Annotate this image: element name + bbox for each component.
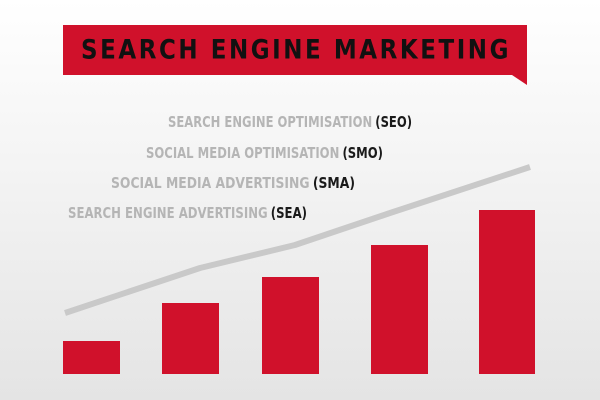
service-name: SOCIAL MEDIA ADVERTISING (111, 174, 310, 192)
service-line: SEARCH ENGINE OPTIMISATION(SEO) (168, 113, 412, 131)
service-abbr: (SMO) (342, 144, 383, 162)
service-name: SEARCH ENGINE OPTIMISATION (168, 113, 372, 131)
title: SEARCH ENGINE MARKETING (81, 35, 511, 66)
bar (371, 245, 428, 374)
title-banner (63, 25, 527, 85)
service-name: SEARCH ENGINE ADVERTISING (68, 204, 268, 222)
bar (262, 277, 319, 374)
service-line: SOCIAL MEDIA OPTIMISATION(SMO) (146, 144, 383, 162)
bar (162, 303, 219, 374)
bar (63, 341, 120, 374)
service-name: SOCIAL MEDIA OPTIMISATION (146, 144, 339, 162)
service-abbr: (SMA) (313, 174, 355, 192)
trend-line (64, 164, 531, 316)
service-abbr: (SEO) (375, 113, 412, 131)
bar (479, 210, 535, 374)
service-abbr: (SEA) (271, 204, 307, 222)
service-line: SOCIAL MEDIA ADVERTISING(SMA) (111, 174, 355, 192)
service-line: SEARCH ENGINE ADVERTISING(SEA) (68, 204, 307, 222)
